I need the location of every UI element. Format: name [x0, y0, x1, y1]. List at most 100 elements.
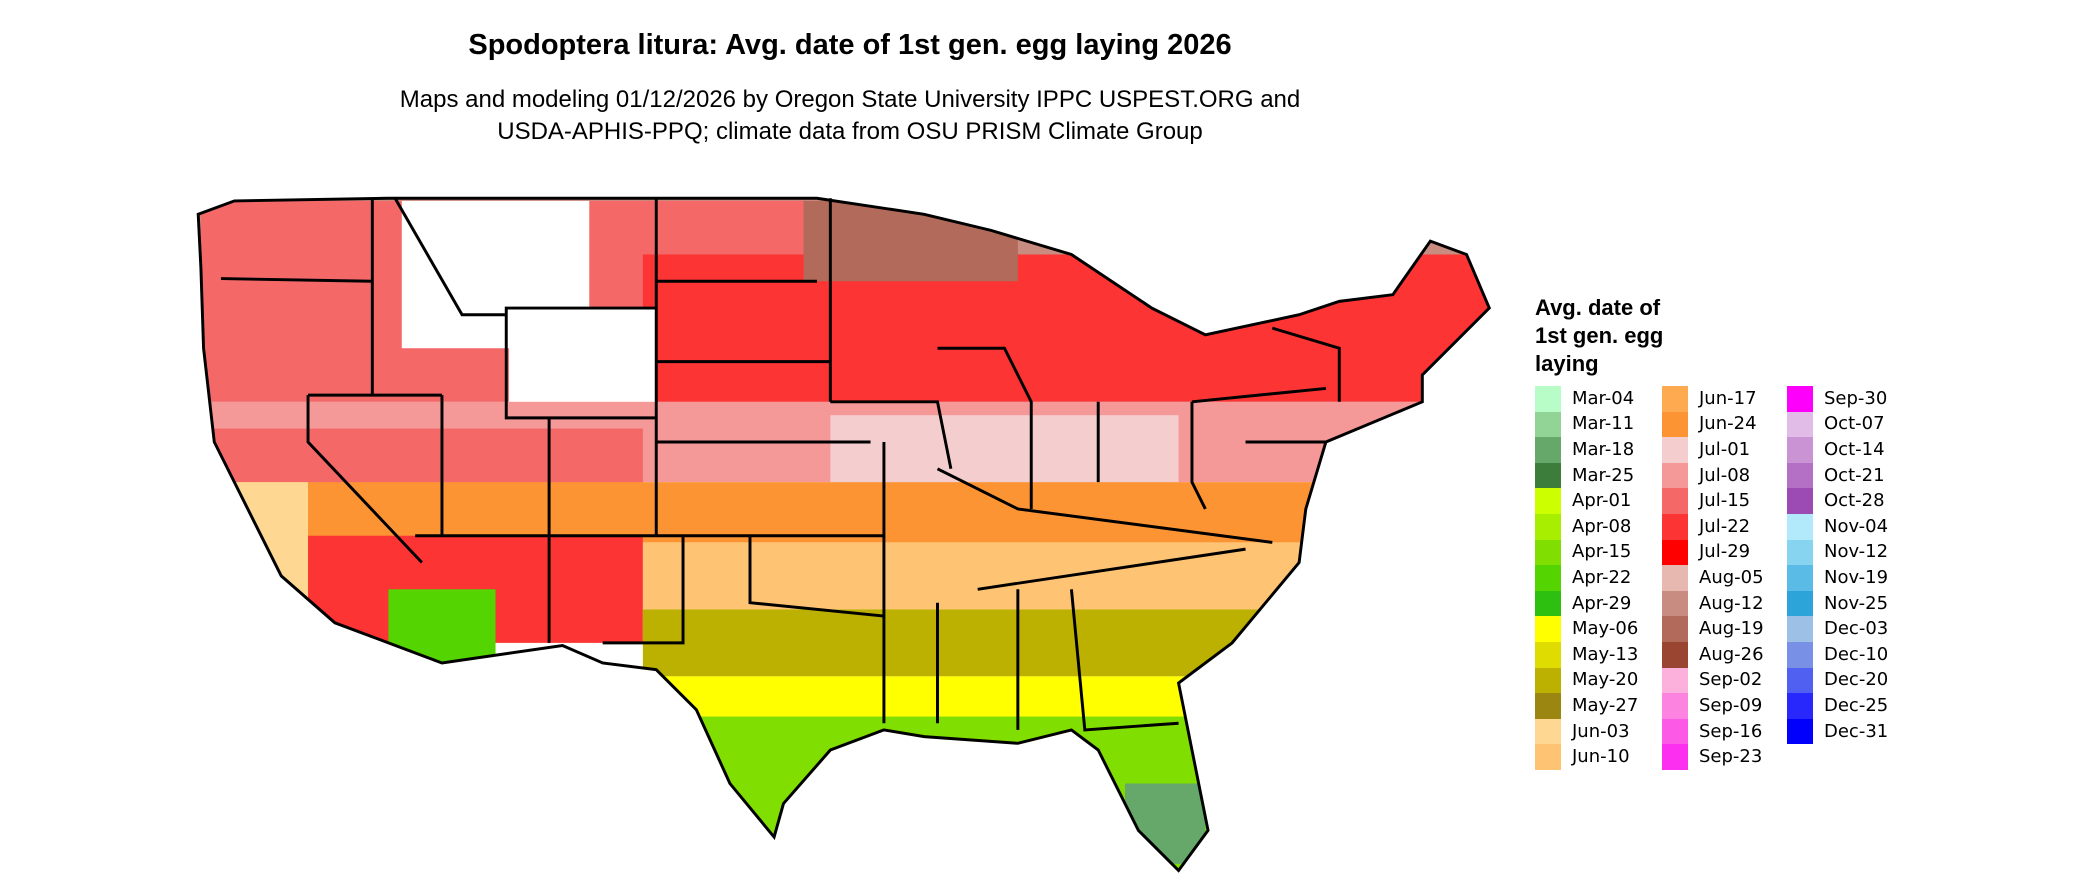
legend-swatch: [1787, 462, 1813, 489]
legend-item: May-06: [1535, 616, 1662, 642]
legend-label: Aug-26: [1699, 643, 1764, 665]
legend-item: Jul-22: [1662, 513, 1787, 540]
legend-label: Jun-03: [1572, 720, 1630, 742]
legend-label: May-06: [1572, 618, 1639, 640]
legend-swatch: [1535, 693, 1561, 719]
legend-item: Apr-08: [1535, 513, 1662, 540]
legend-item: Dec-25: [1787, 693, 1927, 719]
state-boundaries: [196, 196, 1492, 873]
legend-label: Nov-04: [1824, 515, 1889, 537]
legend-item: Nov-04: [1787, 513, 1927, 540]
legend-label: Jul-08: [1699, 464, 1751, 486]
legend-item: Jun-17: [1662, 386, 1787, 412]
legend-item: Apr-01: [1535, 488, 1662, 514]
legend-item: Nov-25: [1787, 590, 1927, 617]
legend-swatch: [1787, 693, 1813, 719]
legend-swatch: [1535, 667, 1561, 694]
legend-label: Mar-18: [1572, 438, 1635, 460]
legend-item: May-27: [1535, 693, 1662, 719]
legend-swatch: [1662, 667, 1688, 694]
legend-label: Dec-31: [1824, 720, 1889, 742]
legend-swatch: [1662, 513, 1688, 540]
legend-swatch: [1535, 616, 1561, 642]
legend-swatch: [1662, 616, 1688, 642]
legend-item: Dec-20: [1787, 667, 1927, 694]
legend-item: Jun-03: [1535, 718, 1662, 745]
legend-item: Aug-19: [1662, 616, 1787, 642]
legend-label: Sep-16: [1699, 720, 1763, 742]
legend-label: Sep-23: [1699, 746, 1763, 768]
legend-swatch: [1535, 565, 1561, 591]
legend-item: Dec-31: [1787, 718, 1927, 745]
legend-swatch: [1787, 386, 1813, 412]
legend-item: Sep-30: [1787, 386, 1927, 412]
legend-label: Mar-04: [1572, 387, 1635, 409]
legend-swatch: [1787, 667, 1813, 694]
legend-item: Sep-16: [1662, 718, 1787, 745]
legend-item: Nov-19: [1787, 565, 1927, 591]
legend-label: Dec-03: [1824, 618, 1889, 640]
legend-item: Oct-14: [1787, 437, 1927, 463]
legend-label: Mar-11: [1572, 413, 1635, 435]
legend-item: Mar-25: [1535, 462, 1662, 489]
legend-label: Aug-19: [1699, 618, 1764, 640]
legend-label: Aug-05: [1699, 566, 1764, 588]
legend-label: Mar-25: [1572, 464, 1635, 486]
legend-label: Jul-15: [1699, 490, 1751, 512]
legend-swatch: [1787, 513, 1813, 540]
legend-label: Jun-24: [1699, 413, 1757, 435]
legend-swatch: [1787, 488, 1813, 514]
legend-label: Sep-09: [1699, 694, 1763, 716]
legend-item: Jul-15: [1662, 488, 1787, 514]
legend-label: Apr-08: [1572, 515, 1632, 537]
map-raster: [198, 198, 1490, 871]
legend-label: Oct-28: [1824, 490, 1885, 512]
legend-swatch: [1662, 437, 1688, 463]
legend-label: May-20: [1572, 669, 1639, 691]
legend-item: Aug-05: [1662, 565, 1787, 591]
legend-swatch: [1535, 718, 1561, 745]
legend-item: Apr-22: [1535, 565, 1662, 591]
legend-label: Jul-22: [1699, 515, 1751, 537]
legend-swatch: [1662, 590, 1688, 617]
legend-swatch: [1787, 411, 1813, 438]
legend-label: Dec-10: [1824, 643, 1889, 665]
legend-swatch: [1535, 590, 1561, 617]
legend-swatch: [1787, 718, 1813, 745]
legend-label: May-27: [1572, 694, 1639, 716]
legend-item: Jul-08: [1662, 462, 1787, 489]
legend-label: Apr-01: [1572, 490, 1632, 512]
legend-label: Oct-14: [1824, 438, 1885, 460]
legend-item: May-13: [1535, 641, 1662, 668]
legend-item: Oct-07: [1787, 411, 1927, 438]
legend-label: Oct-07: [1824, 413, 1885, 435]
legend-item: Jul-29: [1662, 539, 1787, 566]
legend-label: Dec-20: [1824, 669, 1889, 691]
legend-swatch: [1535, 488, 1561, 514]
legend-item: Apr-29: [1535, 590, 1662, 617]
legend-label: May-13: [1572, 643, 1639, 665]
legend-item: Jun-10: [1535, 744, 1662, 770]
map-title: Spodoptera litura: Avg. date of 1st gen.…: [468, 29, 1232, 61]
legend-item: Jun-24: [1662, 411, 1787, 438]
legend-swatch: [1535, 641, 1561, 668]
legend-item: Mar-18: [1535, 437, 1662, 463]
legend-label: Sep-02: [1699, 669, 1763, 691]
legend-swatch: [1535, 411, 1561, 438]
legend-label: Oct-21: [1824, 464, 1885, 486]
map-subtitle-line1: Maps and modeling 01/12/2026 by Oregon S…: [399, 86, 1301, 113]
legend-title: Avg. date of 1st gen. egg laying: [1535, 295, 1664, 376]
legend-label: Sep-30: [1824, 387, 1888, 409]
legend-swatch: [1535, 386, 1561, 412]
legend-swatch: [1535, 744, 1561, 770]
legend-label: Jul-01: [1699, 438, 1751, 460]
legend-label: Nov-25: [1824, 592, 1889, 614]
legend-label: Apr-15: [1572, 541, 1632, 563]
legend-item: Sep-09: [1662, 693, 1787, 719]
legend-item: Sep-02: [1662, 667, 1787, 694]
legend-item: Aug-12: [1662, 590, 1787, 617]
legend-swatch: [1662, 693, 1688, 719]
legend-swatch: [1787, 590, 1813, 617]
legend-label: Aug-12: [1699, 592, 1764, 614]
